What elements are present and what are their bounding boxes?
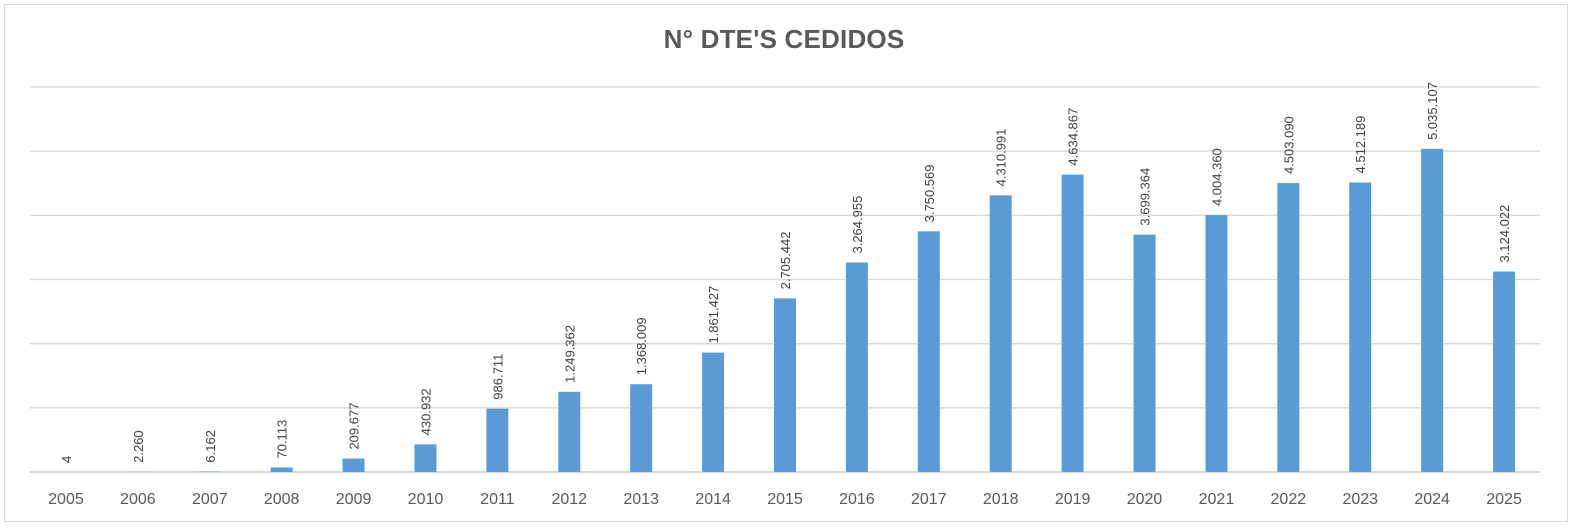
bar-2011 <box>486 408 509 472</box>
bar-2020 <box>1133 234 1156 472</box>
data-label-2023: 4.512.189 <box>1353 116 1368 174</box>
x-tick-2015: 2015 <box>767 491 803 508</box>
x-tick-2018: 2018 <box>983 491 1019 508</box>
x-tick-2021: 2021 <box>1199 491 1235 508</box>
bar-2024 <box>1421 148 1444 472</box>
data-label-2005: 4 <box>59 456 74 463</box>
bar-2012 <box>558 391 581 472</box>
data-label-2022: 4.503.090 <box>1281 116 1296 174</box>
x-tick-labels: 2005 2006 2007 2008 2009 2010 2011 2012 2013 2014… <box>48 491 1522 508</box>
data-labels: 4 2.260 6.162 70.113 209.677 430.932 986.711 1.… <box>59 82 1512 463</box>
data-label-2021: 4.004.360 <box>1209 148 1224 206</box>
bar-2019 <box>1061 174 1084 472</box>
data-label-2009: 209.677 <box>347 403 362 450</box>
data-label-2016: 3.264.955 <box>850 196 865 254</box>
data-label-2008: 70.113 <box>275 420 290 459</box>
x-tick-2009: 2009 <box>336 491 372 508</box>
bar-2021 <box>1205 215 1228 472</box>
x-tick-2022: 2022 <box>1271 491 1307 508</box>
bar-2010 <box>414 444 437 472</box>
x-tick-2011: 2011 <box>480 491 515 508</box>
data-label-2014: 1.861.427 <box>706 286 721 344</box>
data-label-2025: 3.124.022 <box>1497 205 1512 263</box>
data-label-2019: 4.634.867 <box>1066 108 1081 166</box>
x-tick-2010: 2010 <box>408 491 444 508</box>
bar-2015 <box>774 298 796 472</box>
bar-2023 <box>1349 182 1372 472</box>
x-tick-2020: 2020 <box>1127 491 1163 508</box>
data-label-2011: 986.711 <box>490 354 505 400</box>
data-label-2020: 3.699.364 <box>1138 168 1153 226</box>
data-label-2013: 1.368.009 <box>634 317 649 375</box>
x-tick-2014: 2014 <box>695 491 731 508</box>
bar-2018 <box>989 195 1012 472</box>
bars <box>54 148 1516 472</box>
data-label-2017: 3.750.569 <box>922 164 937 222</box>
x-tick-2007: 2007 <box>192 491 228 508</box>
data-label-2018: 4.310.991 <box>994 129 1009 187</box>
data-label-2012: 1.249.362 <box>562 325 577 383</box>
data-label-2010: 430.932 <box>418 388 433 435</box>
bar-2014 <box>702 352 725 472</box>
x-tick-2019: 2019 <box>1055 491 1091 508</box>
x-tick-2005: 2005 <box>48 491 84 508</box>
x-tick-2006: 2006 <box>120 491 156 508</box>
x-tick-2023: 2023 <box>1342 491 1378 508</box>
bar-2025 <box>1493 271 1516 472</box>
x-tick-2025: 2025 <box>1486 491 1522 508</box>
bar-2009 <box>342 458 365 472</box>
bar-2008 <box>270 467 293 472</box>
data-label-2006: 2.260 <box>131 430 146 463</box>
bar-2022 <box>1277 183 1300 472</box>
data-label-2015: 2.705.442 <box>778 232 793 290</box>
x-tick-2016: 2016 <box>839 491 875 508</box>
x-tick-2013: 2013 <box>623 491 659 508</box>
x-tick-2017: 2017 <box>911 491 947 508</box>
chart-title: N° DTE'S CEDIDOS <box>663 24 905 54</box>
x-tick-2024: 2024 <box>1414 491 1450 508</box>
data-label-2007: 6.162 <box>203 430 218 463</box>
bar-2016 <box>845 262 868 472</box>
bar-2017 <box>917 231 940 472</box>
x-tick-2008: 2008 <box>264 491 300 508</box>
x-tick-2012: 2012 <box>551 491 587 508</box>
data-label-2024: 5.035.107 <box>1425 82 1440 140</box>
bar-2013 <box>630 384 653 472</box>
